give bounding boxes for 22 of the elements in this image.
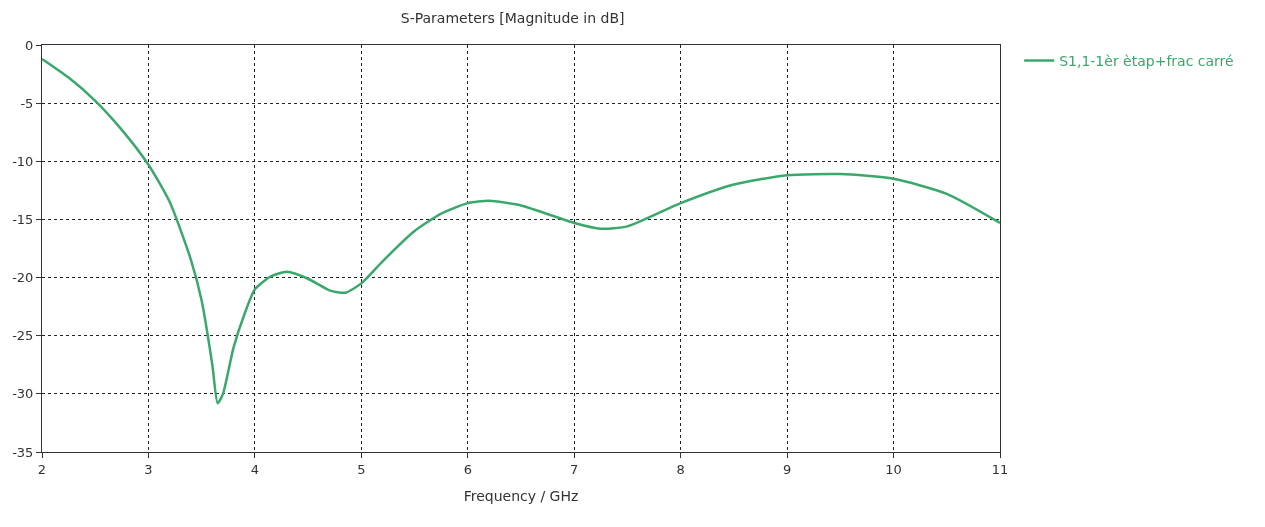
x-tick-label: 5 — [357, 461, 366, 477]
y-tick-label: -5 — [20, 95, 34, 111]
y-tick-label: -15 — [12, 211, 34, 227]
y-tick-label: -10 — [12, 153, 34, 169]
x-tick-label: 7 — [570, 461, 579, 477]
x-tick-label: 3 — [144, 461, 153, 477]
y-tick-label: 0 — [25, 37, 34, 53]
x-tick-label: 4 — [250, 461, 260, 477]
legend-label: S1,1-1èr ètap+frac carré — [1059, 53, 1234, 70]
x-tick-label: 10 — [885, 461, 902, 477]
chart-title: S-Parameters [Magnitude in dB] — [400, 9, 625, 26]
y-tick-label: -30 — [12, 386, 34, 402]
y-tick-label: -20 — [12, 270, 34, 286]
y-tick-label: -35 — [12, 444, 34, 460]
x-tick-label: 9 — [782, 461, 792, 477]
x-tick-label: 2 — [37, 461, 47, 477]
x-axis-title: Frequency / GHz — [463, 487, 579, 504]
x-tick-label: 6 — [463, 461, 472, 477]
x-tick-label: 8 — [676, 461, 685, 477]
line-series — [42, 57, 1000, 405]
x-tick-label: 11 — [991, 461, 1009, 477]
y-tick-label: -25 — [12, 328, 34, 344]
